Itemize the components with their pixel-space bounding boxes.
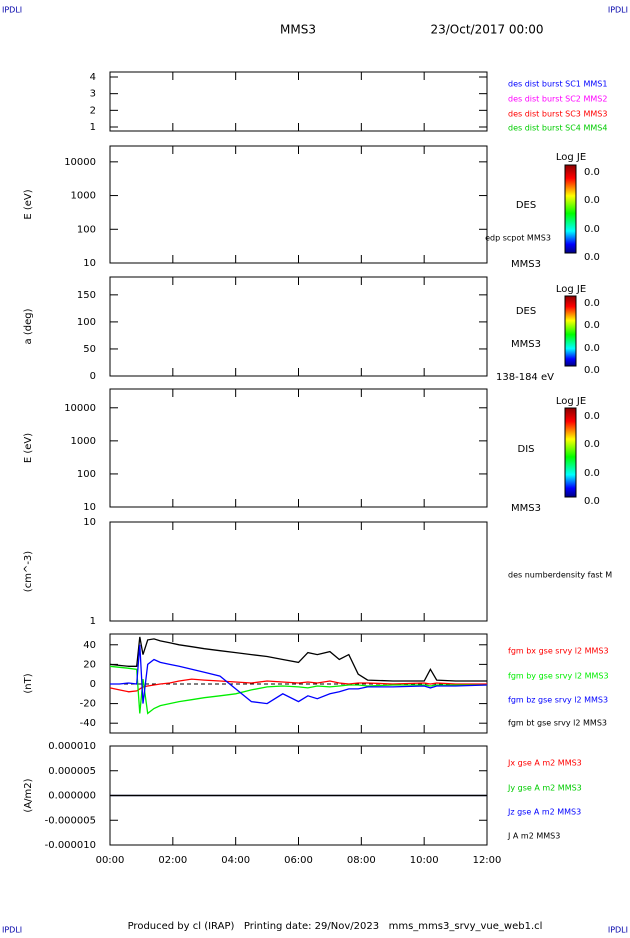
x-tick-label: 04:00: [221, 855, 250, 866]
colorbar: [564, 164, 577, 254]
x-tick-label: 12:00: [473, 855, 502, 866]
legend-entry: fgm bz gse srvy l2 MMS3: [508, 696, 608, 705]
colorbar-tick: 0.0: [584, 167, 600, 178]
y-tick-label: 40: [83, 640, 96, 651]
y-tick-label: 20: [83, 659, 96, 670]
series-line: [110, 644, 488, 705]
y-tick-label: 150: [77, 290, 96, 301]
series-line: [109, 665, 487, 715]
corner-label: IPDLI: [2, 926, 22, 935]
y-axis-label: (A/m2): [23, 778, 34, 812]
legend-entry: Jy gse A m2 MMS3: [507, 784, 582, 793]
legend-entry: fgm by gse srvy l2 MMS3: [508, 672, 609, 681]
x-tick-label: 00:00: [96, 855, 125, 866]
corner-label: IPDLI: [2, 6, 22, 15]
annotation: MMS3: [511, 503, 541, 514]
colorbar: [564, 407, 577, 498]
y-tick-label: 2: [90, 105, 96, 116]
y-axis-label: E (eV): [23, 189, 34, 219]
legend-entry: Jx gse A m2 MMS3: [507, 759, 582, 768]
annotation: MMS3: [511, 259, 541, 270]
y-tick-label: 1: [90, 616, 96, 627]
y-tick-label: 50: [83, 344, 96, 355]
y-tick-label: -0.000005: [45, 815, 96, 826]
footer: Produced by cl (IRAP) Printing date: 29/…: [128, 921, 543, 932]
legend-entry: fgm bt gse srvy l2 MMS3: [508, 719, 607, 728]
legend-entry: fgm bx gse srvy l2 MMS3: [508, 647, 609, 656]
y-tick-label: 10: [83, 517, 96, 528]
colorbar-title: Log JE: [556, 152, 586, 163]
colorbar-tick: 0.0: [584, 195, 600, 206]
legend-entry: Jz gse A m2 MMS3: [507, 808, 581, 817]
y-tick-label: 1000: [71, 191, 96, 202]
series-line: [109, 636, 487, 682]
colorbar-tick: 0.0: [584, 439, 600, 450]
annotation: DIS: [518, 444, 535, 455]
y-tick-label: 3: [90, 89, 96, 100]
panel-frame: [109, 388, 488, 508]
y-tick-label: 100: [77, 317, 96, 328]
y-tick-label: 100: [77, 469, 96, 480]
y-tick-label: 0: [90, 679, 96, 690]
y-tick-label: 100: [77, 224, 96, 235]
colorbar-tick: 0.0: [584, 320, 600, 331]
y-tick-label: -20: [80, 699, 96, 710]
y-axis-label: (nT): [23, 673, 34, 693]
colorbar-title: Log JE: [556, 396, 586, 407]
colorbar-tick: 0.0: [584, 343, 600, 354]
colorbar: [564, 295, 577, 367]
y-tick-label: 10: [83, 258, 96, 269]
panel-frame: [109, 276, 488, 377]
legend-entry: des dist burst SC4 MMS4: [508, 124, 607, 133]
colorbar-tick: 0.0: [584, 496, 600, 507]
annotation: 138-184 eV: [496, 372, 554, 383]
y-tick-label: 0.000000: [48, 791, 96, 802]
y-tick-label: 1000: [71, 436, 96, 447]
panel-frame: [109, 71, 488, 132]
x-tick-label: 10:00: [410, 855, 439, 866]
x-tick-label: 06:00: [284, 855, 313, 866]
y-tick-label: 10000: [64, 157, 96, 168]
panel-frame: [109, 521, 488, 622]
colorbar-tick: 0.0: [584, 468, 600, 479]
x-tick-label: 08:00: [347, 855, 376, 866]
annotation: DES: [516, 200, 536, 211]
y-tick-label: -40: [80, 718, 96, 729]
corner-label: IPDLI: [608, 6, 628, 15]
annotation: DES: [516, 306, 536, 317]
y-axis-label: E (eV): [23, 433, 34, 463]
colorbar-tick: 0.0: [584, 298, 600, 309]
colorbar-tick: 0.0: [584, 365, 600, 376]
y-tick-label: 10: [83, 502, 96, 513]
title: MMS3: [280, 23, 316, 37]
annotation: edp scpot MMS3: [485, 234, 551, 243]
y-tick-label: 1: [90, 122, 96, 133]
colorbar-tick: 0.0: [584, 411, 600, 422]
y-axis-label: (cm^-3): [23, 551, 34, 592]
colorbar-title: Log JE: [556, 284, 586, 295]
colorbar-tick: 0.0: [584, 224, 600, 235]
y-axis-label: a (deg): [23, 308, 34, 344]
annotation: MMS3: [511, 339, 541, 350]
y-tick-label: 0.000010: [48, 741, 96, 752]
legend-entry: J A m2 MMS3: [507, 832, 560, 841]
y-tick-label: 10000: [64, 403, 96, 414]
y-tick-label: 0.000005: [48, 766, 96, 777]
legend-entry: des dist burst SC2 MMS2: [508, 95, 607, 104]
annotation: des numberdensity fast M: [508, 571, 612, 580]
corner-label: IPDLI: [608, 926, 628, 935]
panel-frame: [109, 145, 488, 264]
y-tick-label: -0.000010: [45, 840, 96, 851]
date: 23/Oct/2017 00:00: [430, 23, 543, 37]
x-tick-label: 02:00: [158, 855, 187, 866]
legend-entry: des dist burst SC1 MMS1: [508, 80, 607, 89]
legend-entry: des dist burst SC3 MMS3: [508, 110, 607, 119]
colorbar-tick: 0.0: [584, 252, 600, 263]
y-tick-label: 0: [90, 371, 96, 382]
y-tick-label: 4: [90, 72, 96, 83]
